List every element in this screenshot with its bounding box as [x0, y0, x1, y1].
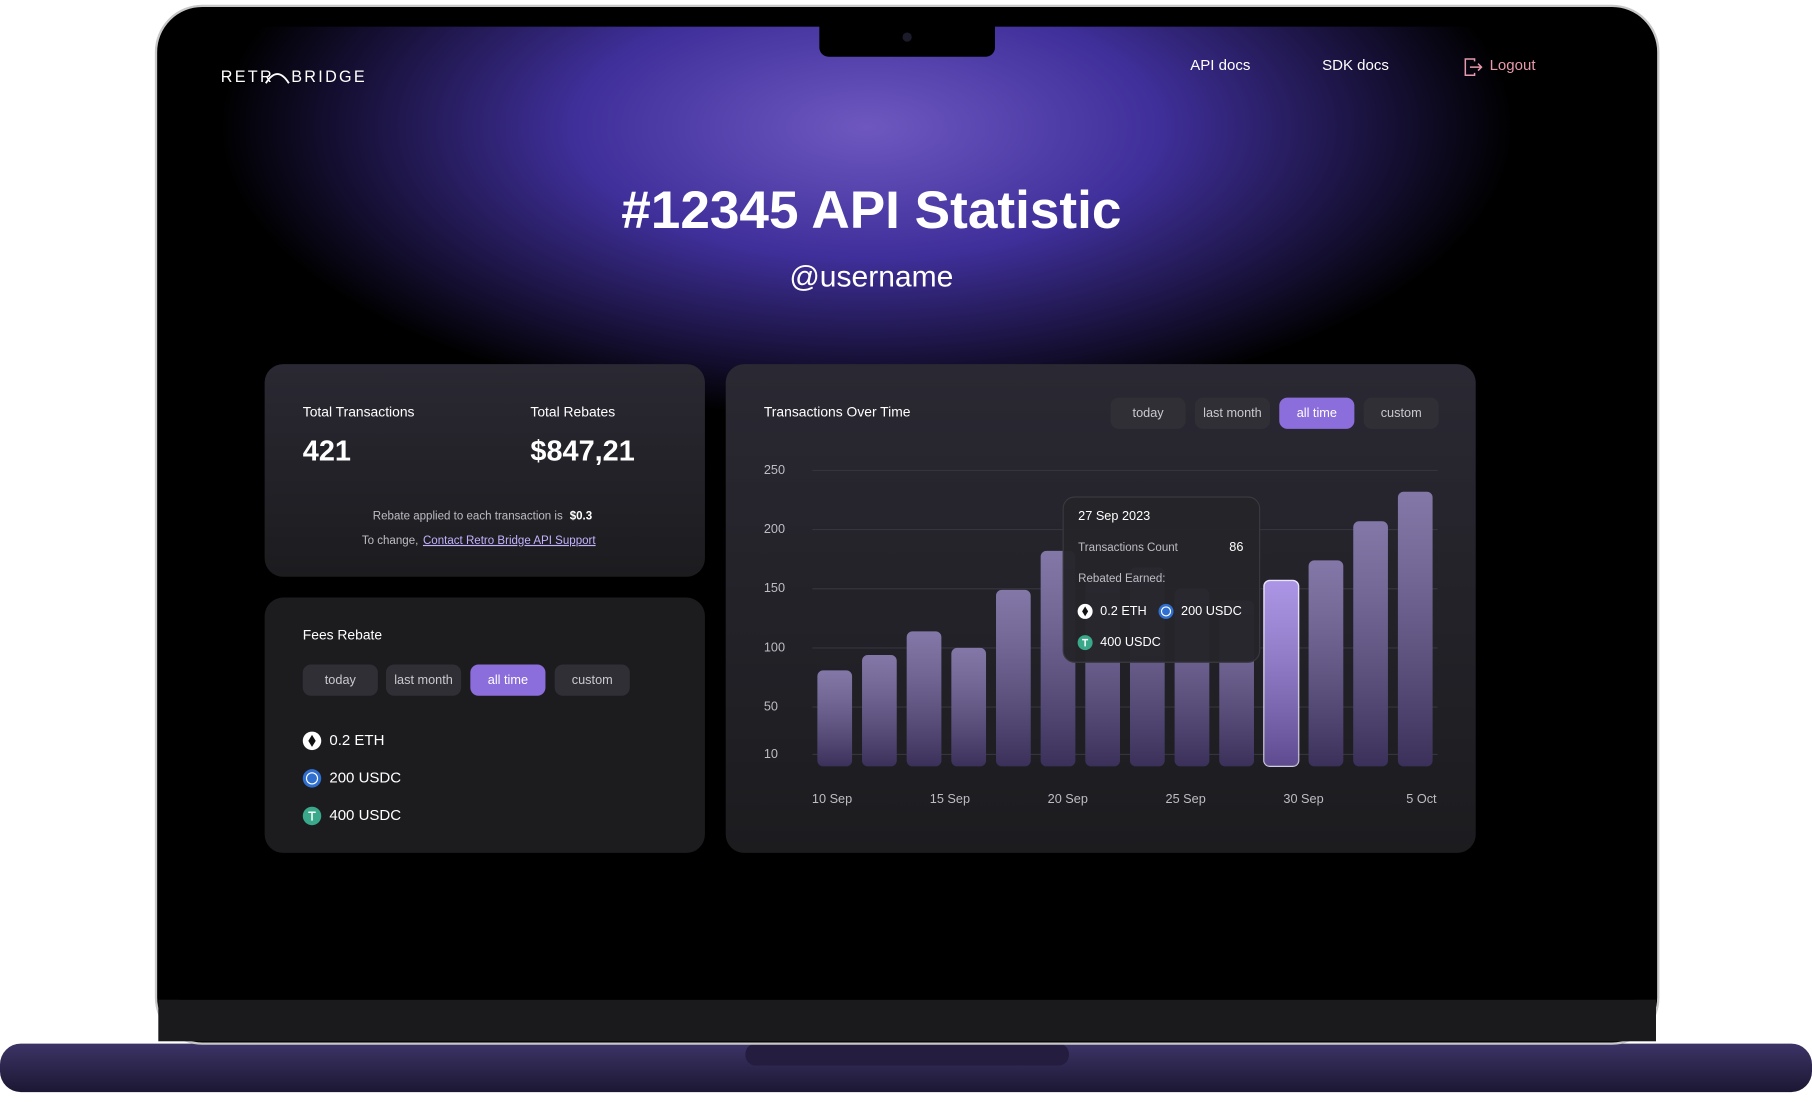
x-tick-label: 5 Oct: [1406, 791, 1437, 806]
bar: [1397, 491, 1433, 767]
filter-button[interactable]: [554, 664, 630, 696]
tooltip: 27 Sep 2023 Transactions Count 86 Rebate…: [1062, 496, 1261, 663]
usdc-icon: [1158, 603, 1174, 619]
filter-button-label[interactable]: all time: [488, 672, 528, 687]
filter-button[interactable]: [1363, 397, 1439, 429]
x-tick-label: 15 Sep: [930, 791, 970, 806]
stat-value: 421: [303, 436, 351, 468]
filter-button[interactable]: [1110, 397, 1186, 429]
y-tick-label: 150: [764, 580, 785, 595]
bezel-bottom: [158, 999, 1656, 1042]
token-amount: 400 USDC: [1100, 634, 1161, 649]
tooltip-tokens: 0.2 ETH 200 USDC 400 USDC: [1077, 603, 1242, 651]
filter-button[interactable]: [1279, 397, 1355, 429]
filter-button[interactable]: [1194, 397, 1271, 429]
filter-button-label[interactable]: last month: [1203, 405, 1262, 420]
x-tick-label: 10 Sep: [812, 791, 852, 806]
y-tick-label: 50: [764, 698, 778, 713]
laptop-base: [0, 1043, 1812, 1093]
chart-title: Transactions Over Time: [764, 403, 911, 419]
stat-label: Total Transactions: [303, 403, 415, 419]
support-link[interactable]: Contact Retro Bridge API Support: [423, 535, 596, 547]
note: To change,: [362, 535, 419, 547]
bar: [906, 631, 942, 767]
laptop-notch: [745, 1043, 1069, 1066]
filter-button-label[interactable]: all time: [1297, 405, 1337, 420]
y-tick-label: 200: [764, 521, 785, 536]
usdc-icon: [302, 769, 322, 788]
filter-button[interactable]: [302, 664, 378, 696]
tooltip-date: 27 Sep 2023: [1078, 508, 1150, 523]
filter-button-label[interactable]: today: [325, 672, 357, 687]
filter-button-label[interactable]: today: [1133, 405, 1165, 420]
stats-card: [264, 364, 705, 577]
tooltip-box: [1062, 496, 1261, 663]
usdc-ring: [305, 772, 319, 785]
nav-link[interactable]: SDK docs: [1322, 57, 1389, 74]
bar: [1353, 521, 1388, 767]
note-value: $0.3: [570, 511, 592, 523]
filter-button-label[interactable]: custom: [1381, 405, 1422, 420]
usdt-glyph: [1082, 638, 1089, 647]
token-amount: 200 USDC: [329, 769, 401, 786]
filter-button[interactable]: [385, 664, 462, 696]
usdc-ring: [1160, 606, 1172, 617]
camera: [902, 32, 912, 42]
bar: [817, 670, 853, 767]
logo-arc: [265, 73, 290, 84]
stat-value: $847,21: [530, 436, 634, 468]
token-amount: 0.2 ETH: [329, 732, 384, 749]
tooltip-label: Rebated Earned:: [1078, 573, 1165, 585]
tooltip-count: 86: [1229, 539, 1243, 554]
logo: RETR BRIDGE: [221, 68, 367, 86]
bar: [1308, 560, 1344, 767]
stat-label: Total Rebates: [530, 403, 615, 419]
nav-link[interactable]: API docs: [1190, 57, 1250, 74]
x-tick-label: 30 Sep: [1283, 791, 1323, 806]
bar: [1263, 579, 1300, 767]
x-tick-label: 25 Sep: [1166, 791, 1206, 806]
filter-button[interactable]: [470, 664, 546, 696]
x-tick-label: 20 Sep: [1048, 791, 1088, 806]
logout[interactable]: Logout: [1490, 57, 1537, 74]
fees-card: [264, 597, 705, 853]
y-tick-label: 250: [764, 462, 785, 477]
token-amount: 200 USDC: [1181, 603, 1242, 618]
usdt-glyph: [308, 811, 316, 821]
page-title: #12345 API Statistic: [621, 181, 1121, 240]
fees-tokens: 0.2 ETH 200 USDC 400 USDC: [302, 731, 401, 826]
logout-icon: [1464, 58, 1483, 76]
eth-glyph: [1082, 606, 1089, 617]
y-tick-label: 100: [764, 639, 785, 654]
logo-right: BRIDGE: [291, 68, 367, 86]
fees-buttons: today last month all time custom: [302, 664, 630, 696]
fees-title: Fees Rebate: [303, 626, 383, 642]
bar: [996, 589, 1031, 767]
filter-button-label[interactable]: custom: [572, 672, 613, 687]
page-subtitle: @username: [789, 261, 953, 294]
token-amount: 400 USDC: [329, 807, 401, 824]
y-tick-label: 10: [764, 746, 778, 761]
filter-button-label[interactable]: last month: [394, 672, 453, 687]
logo-left: RETR: [221, 68, 274, 86]
note: Rebate applied to each transaction is: [373, 511, 563, 523]
tooltip-label: Transactions Count: [1078, 542, 1178, 554]
chart-buttons: today last month all time custom: [1110, 397, 1439, 429]
token-amount: 0.2 ETH: [1100, 603, 1147, 618]
bar: [951, 647, 987, 767]
bar: [862, 655, 897, 767]
